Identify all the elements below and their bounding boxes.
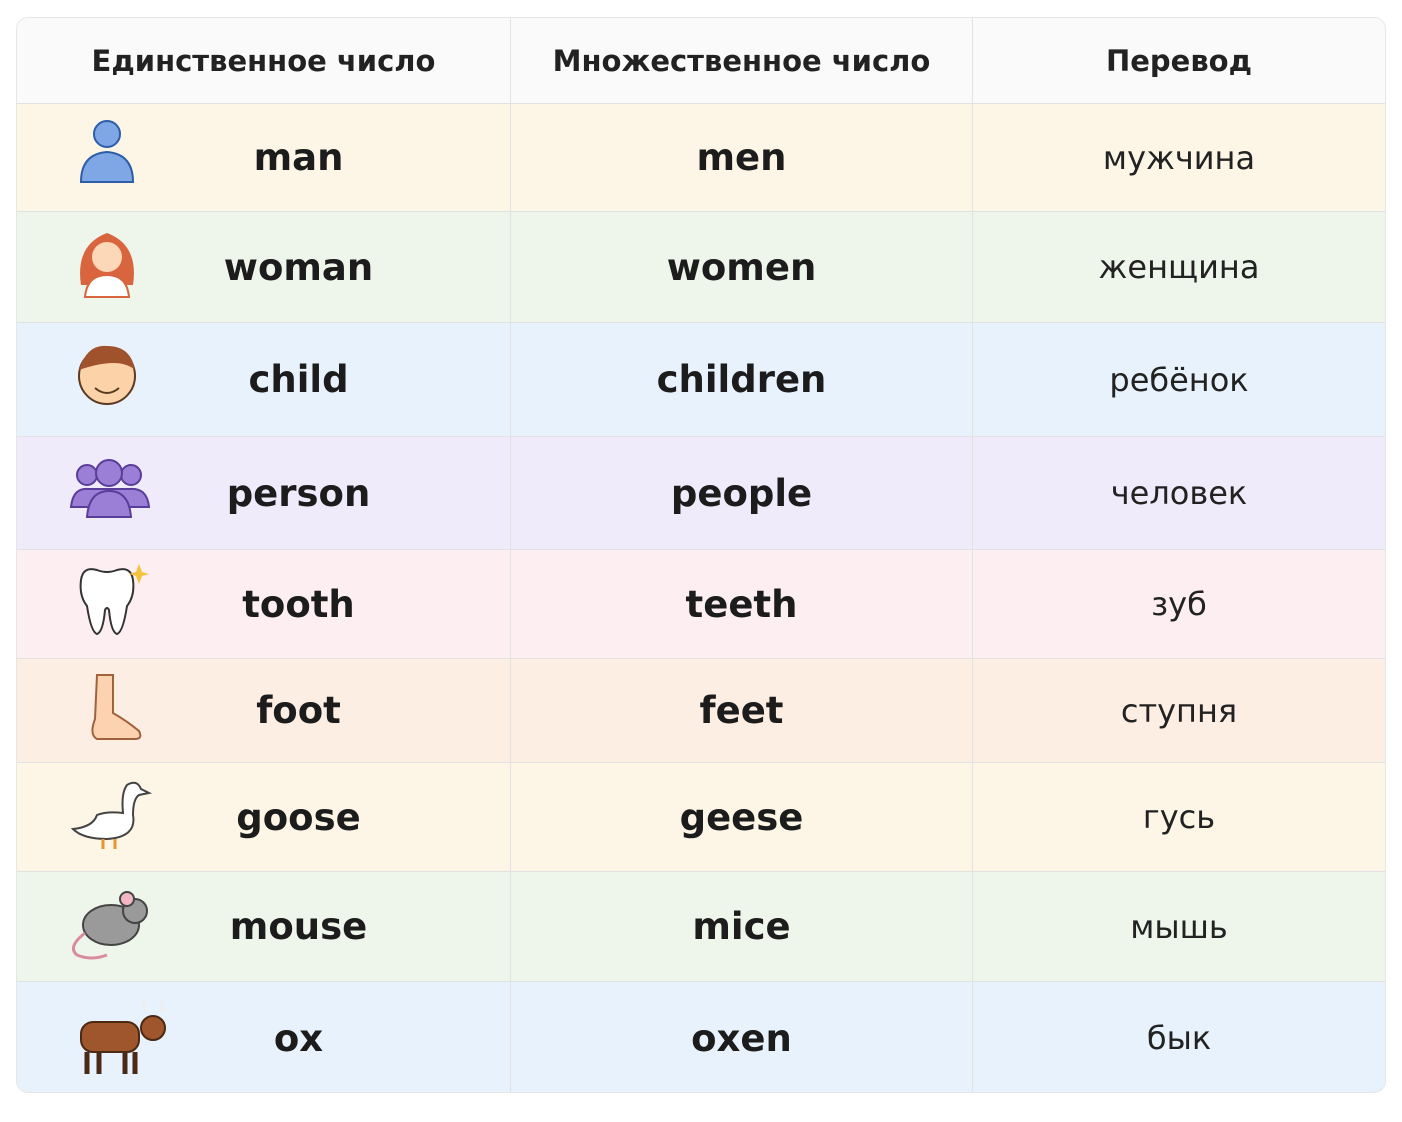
translation: гусь: [1142, 798, 1216, 836]
word: oxen: [691, 1016, 792, 1060]
word: tooth: [242, 582, 355, 626]
icon: [69, 459, 151, 518]
table-row: goose geese гусь: [17, 762, 1385, 871]
table-cell: men: [511, 104, 973, 211]
word: mouse: [229, 905, 368, 948]
word: geese: [679, 795, 804, 839]
icon: [71, 890, 148, 959]
table-cell: гусь: [973, 763, 1385, 871]
header-cell: Множественное число: [511, 18, 973, 103]
table-cell: goose: [17, 763, 511, 871]
word: mice: [692, 905, 791, 948]
translation: мышь: [1130, 907, 1228, 946]
table-cell: ребёнок: [973, 323, 1385, 436]
table-cell: man: [17, 104, 511, 211]
translation: ступня: [1120, 691, 1238, 730]
table-cell: women: [511, 212, 973, 322]
table-cell: ox: [17, 982, 511, 1092]
word: man: [253, 136, 344, 179]
table-row: ox oxen бык: [17, 981, 1385, 1092]
word: feet: [699, 689, 784, 732]
table-row: foot feet ступня: [17, 658, 1385, 762]
word: goose: [236, 795, 361, 839]
table-cell: foot: [17, 659, 511, 762]
table-row: child children ребёнок: [17, 322, 1385, 436]
header-cell: Перевод: [1105, 43, 1253, 78]
table-cell: бык: [973, 982, 1385, 1092]
icon: [80, 1000, 166, 1074]
table-cell: tooth: [17, 550, 511, 658]
word: person: [226, 471, 371, 515]
header-row: Единственное число Множественное число Пер…: [17, 18, 1385, 103]
table-cell: feet: [511, 659, 973, 762]
word: child: [248, 358, 349, 401]
table-row: tooth teeth зуб: [17, 549, 1385, 658]
table-cell: человек: [973, 437, 1385, 549]
icon: [79, 119, 135, 183]
translation: бык: [1146, 1019, 1212, 1057]
word: teeth: [685, 582, 798, 626]
icon: [79, 564, 149, 636]
table-cell: child: [17, 323, 511, 436]
table-cell: people: [511, 437, 973, 549]
table-cell: мышь: [973, 872, 1385, 981]
table-cell: mice: [511, 872, 973, 981]
icon: [80, 233, 134, 298]
translation: ребёнок: [1109, 360, 1249, 399]
icon: [70, 781, 153, 849]
translation: человек: [1110, 474, 1248, 512]
table-cell: teeth: [511, 550, 973, 658]
word: men: [696, 136, 787, 179]
table-cell: person: [17, 437, 511, 549]
table-cell: oxen: [511, 982, 973, 1092]
translation: зуб: [1151, 585, 1207, 623]
table-row: person people человек: [17, 436, 1385, 549]
translation: мужчина: [1102, 138, 1256, 177]
word: people: [670, 471, 813, 515]
word: ox: [273, 1016, 324, 1060]
word: children: [656, 358, 827, 401]
translation: женщина: [1098, 248, 1260, 286]
table-cell: children: [511, 323, 973, 436]
table-cell: мужчина: [973, 104, 1385, 211]
icon: [91, 673, 142, 740]
word: women: [666, 245, 817, 289]
table-cell: woman: [17, 212, 511, 322]
table-cell: geese: [511, 763, 973, 871]
word: foot: [256, 689, 341, 732]
word: woman: [223, 245, 374, 289]
table-cell: mouse: [17, 872, 511, 981]
table-cell: ступня: [973, 659, 1385, 762]
icon: [78, 345, 136, 405]
table-row: mouse mice мышь: [17, 871, 1385, 981]
table: Единственное число Множественное число Пер…: [16, 17, 1386, 1093]
table-cell: зуб: [973, 550, 1385, 658]
table-row: man men мужчина: [17, 103, 1385, 211]
header-cell: Единственное число: [17, 18, 511, 103]
table-row: woman women женщина: [17, 211, 1385, 322]
table-cell: женщина: [973, 212, 1385, 322]
